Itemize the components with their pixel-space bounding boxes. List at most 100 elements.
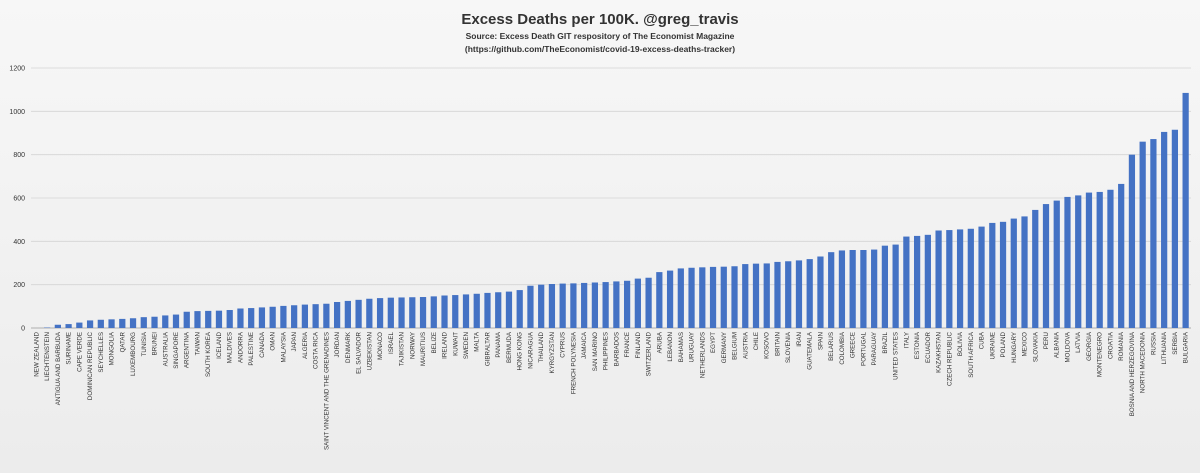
bar <box>430 296 437 328</box>
x-tick-label: KOSOVO <box>764 332 771 359</box>
bar <box>1107 189 1114 328</box>
bar <box>828 252 835 328</box>
bar <box>763 263 770 328</box>
x-tick-label: POLAND <box>1000 331 1007 357</box>
gridlines <box>31 67 1191 329</box>
x-tick-label: ANTIGUA AND BARBUDA <box>55 331 62 405</box>
x-tick-label: SERBIA <box>1172 331 1179 355</box>
x-tick-label: FINLAND <box>635 331 642 358</box>
x-tick-label: MALDIVES <box>227 332 234 363</box>
bar <box>376 298 384 328</box>
bar <box>570 283 577 328</box>
bar <box>1171 129 1179 328</box>
bar <box>817 256 824 328</box>
x-tick-label: MEXICO <box>1022 332 1029 357</box>
x-tick-label: BRAZIL <box>882 331 889 353</box>
x-tick-label: NETHERLANDS <box>699 332 706 378</box>
bar <box>785 261 792 328</box>
x-tick-label: MAURITIUS <box>420 332 427 366</box>
x-tick-label: SAN MARINO <box>592 332 599 371</box>
bar <box>677 268 684 328</box>
x-tick-label: KYRGYZSTAN <box>549 332 556 373</box>
bar <box>591 282 599 328</box>
bar <box>505 291 513 328</box>
x-tick-label: QATAR <box>119 331 126 352</box>
bar <box>999 221 1007 328</box>
bar <box>946 230 953 328</box>
x-tick-label: KAZAKHSTAN <box>936 332 943 373</box>
bar <box>86 320 94 328</box>
x-axis: NEW ZEALAND LIECHTENSTEIN ANTIGUA AND BARB… <box>33 331 1189 450</box>
bar <box>1032 209 1039 328</box>
bar <box>398 297 405 328</box>
bar <box>162 315 169 328</box>
bar <box>849 250 856 328</box>
x-tick-label: THAILAND <box>538 331 545 362</box>
bar <box>602 282 609 328</box>
bar <box>935 230 942 328</box>
x-tick-label: PARAGUAY <box>871 332 878 365</box>
x-tick-label: SLOVENIA <box>785 331 792 363</box>
bar <box>1085 192 1093 328</box>
x-tick-label: KUWAIT <box>452 332 459 356</box>
y-tick-label: 400 <box>13 239 25 246</box>
x-tick-label: AUSTRIA <box>742 331 749 359</box>
bar <box>495 292 502 328</box>
x-tick-label: COSTA RICA <box>313 331 320 369</box>
x-tick-label: BOLIVIA <box>957 331 964 356</box>
x-tick-label: LEBANON <box>667 332 674 362</box>
x-tick-label: RUSSIA <box>1150 331 1157 355</box>
x-tick-label: CZECH REPUBLIC <box>946 331 953 386</box>
x-tick-label: SOUTH AFRICA <box>968 331 975 378</box>
x-tick-label: LUXEMBOURG <box>130 332 137 376</box>
x-tick-label: LATVIA <box>1075 331 1082 353</box>
x-tick-label: ICELAND <box>216 331 223 358</box>
bar <box>956 229 964 328</box>
x-tick-label: TUNISIA <box>141 331 148 356</box>
x-tick-label: UKRAINE <box>989 332 996 360</box>
bar <box>720 266 727 328</box>
bar <box>881 245 889 328</box>
y-axis: 0 200 400 600 800 1000 1200 <box>9 66 25 333</box>
x-tick-label: SWEDEN <box>463 332 470 359</box>
bar <box>441 295 448 328</box>
x-tick-label: CHILE <box>753 332 760 350</box>
x-tick-label: BRITAIN <box>774 332 781 356</box>
x-tick-label: NICARAGUA <box>527 331 534 369</box>
x-tick-label: NEW ZEALAND <box>33 331 40 376</box>
bar <box>323 303 330 328</box>
bar <box>742 264 749 328</box>
bar <box>752 263 760 328</box>
bar <box>194 311 201 328</box>
chart-subtitle-2: (https://github.com/TheEconomist/covid-1… <box>465 44 735 54</box>
x-tick-label: ISRAEL <box>388 331 395 354</box>
x-tick-label: ALGERIA <box>302 331 309 359</box>
bar <box>258 307 266 328</box>
bar <box>387 297 394 328</box>
x-tick-label: ESTONIA <box>914 331 921 359</box>
x-tick-label: PORTUGAL <box>860 331 867 365</box>
x-tick-label: MONGOLIA <box>109 331 116 365</box>
x-tick-label: BELIZE <box>431 332 438 353</box>
bar <box>1139 141 1146 328</box>
bar <box>76 322 83 328</box>
x-tick-label: IRELAND <box>442 331 449 358</box>
x-tick-label: DOMINICAN REPUBLIC <box>87 331 94 400</box>
x-tick-label: PALESTINE <box>248 332 255 366</box>
x-tick-label: ROMANIA <box>1118 331 1125 361</box>
x-tick-label: EL SALVADOR <box>356 331 363 373</box>
bar <box>226 310 233 328</box>
x-tick-label: CYPRUS <box>560 332 567 358</box>
bar <box>806 259 813 328</box>
bar <box>774 261 781 328</box>
bar <box>548 284 556 328</box>
x-tick-label: SINGAPORE <box>173 332 180 369</box>
x-tick-label: PERU <box>1043 332 1050 349</box>
x-tick-label: MONACO <box>377 332 384 360</box>
bar <box>1064 196 1071 328</box>
bar <box>1075 195 1082 328</box>
y-tick-label: 800 <box>13 152 25 159</box>
y-tick-label: 600 <box>13 196 25 203</box>
bar <box>333 302 341 328</box>
